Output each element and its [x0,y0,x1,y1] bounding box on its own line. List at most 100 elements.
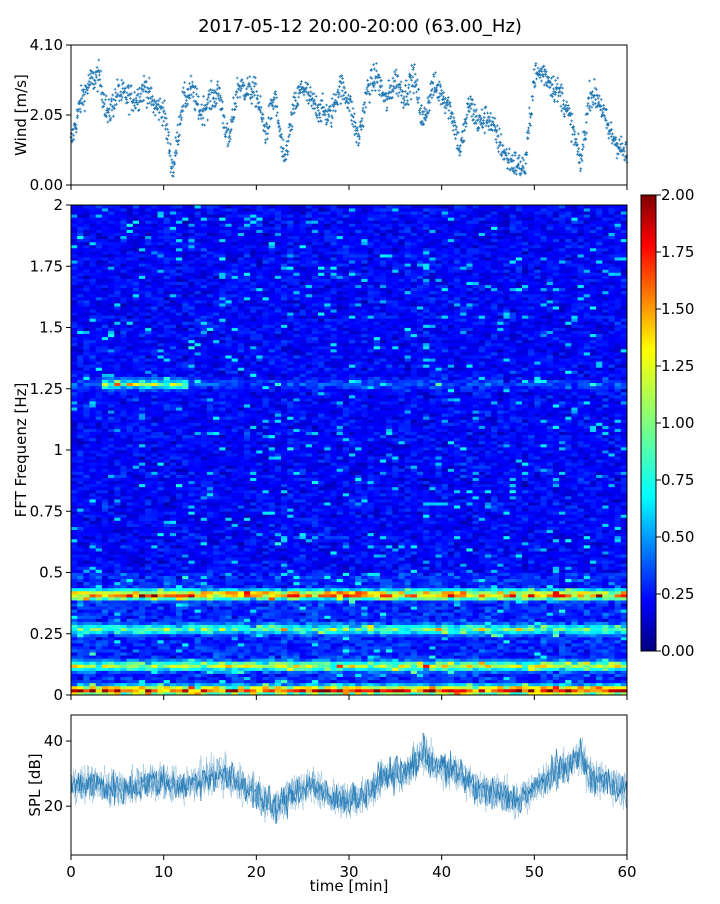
wind-point [483,132,486,135]
wind-point [433,75,436,78]
wind-point [455,133,458,136]
wind-point [114,88,117,91]
wind-point [431,96,434,99]
wind-point [275,114,278,117]
wind-point [437,99,440,102]
wind-point [469,107,472,110]
wind-point [193,100,196,103]
wind-point [418,97,421,100]
wind-point [330,122,333,125]
wind-point [290,111,293,114]
wind-point [242,81,245,84]
wind-point [84,91,87,94]
wind-point [368,101,371,104]
wind-point [239,96,242,99]
wind-point [103,103,106,106]
wind-point [482,119,485,122]
wind-point [472,113,475,116]
wind-point [232,96,235,99]
wind-point [245,88,248,91]
wind-point [414,73,417,76]
wind-point [483,116,486,119]
wind-point [404,90,407,93]
wind-point [469,95,472,98]
wind-point [235,105,238,108]
wind-point [174,154,177,157]
wind-point [371,89,374,92]
wind-point [170,158,173,161]
wind-point [434,71,437,74]
wind-point [450,115,453,118]
wind-point [250,102,253,105]
wind-point [362,107,365,110]
wind-point [105,95,108,98]
wind-point [179,114,182,117]
wind-point [403,99,406,102]
wind-point [303,93,306,96]
wind-point [151,95,154,98]
wind-point [94,82,97,85]
wind-point [217,92,220,95]
wind-point [341,77,344,80]
wind-point [483,112,486,115]
wind-point [475,109,478,112]
wind-point [195,87,198,90]
wind-point [197,117,200,120]
wind-point [190,93,193,96]
wind-point [339,102,342,105]
wind-point [215,97,218,100]
wind-point [306,83,309,86]
wind-point [330,125,333,128]
wind-point [332,109,335,112]
wind-point [253,94,256,97]
wind-point [163,99,166,102]
wind-point [143,75,146,78]
wind-point [287,140,290,143]
wind-point [255,90,258,93]
wind-point [409,91,412,94]
wind-point [88,80,91,83]
wind-point [97,59,100,62]
wind-point [176,124,179,127]
wind-point [243,98,246,101]
wind-point [299,83,302,86]
wind-point [306,99,309,102]
wind-point [272,107,275,110]
wind-point [178,116,181,119]
wind-point [364,106,367,109]
wind-point [226,122,229,125]
wind-point [407,87,410,90]
wind-point [351,123,354,126]
wind-point [423,107,426,110]
wind-point [171,165,174,168]
wind-point [234,93,237,96]
wind-point [76,114,79,117]
wind-point [366,86,369,89]
wind-point [111,94,114,97]
wind-point [222,122,225,125]
wind-point [277,119,280,122]
wind-point [442,95,445,98]
wind-point [316,116,319,119]
wind-point [188,82,191,85]
wind-point [120,79,123,82]
wind-point [163,116,166,119]
wind-point [261,120,264,123]
wind-point [340,95,343,98]
wind-point [216,88,219,91]
wind-point [169,143,172,146]
wind-point [410,64,413,67]
wind-point [425,108,428,111]
wind-point [386,107,389,110]
wind-point [96,66,99,69]
wind-point [410,79,413,82]
wind-point [420,104,423,107]
wind-point [176,131,179,134]
wind-point [471,115,474,118]
wind-point [454,137,457,140]
wind-point [372,63,375,66]
wind-point [72,134,75,137]
wind-points [70,59,629,178]
wind-point [486,112,489,115]
wind-point [307,102,310,105]
